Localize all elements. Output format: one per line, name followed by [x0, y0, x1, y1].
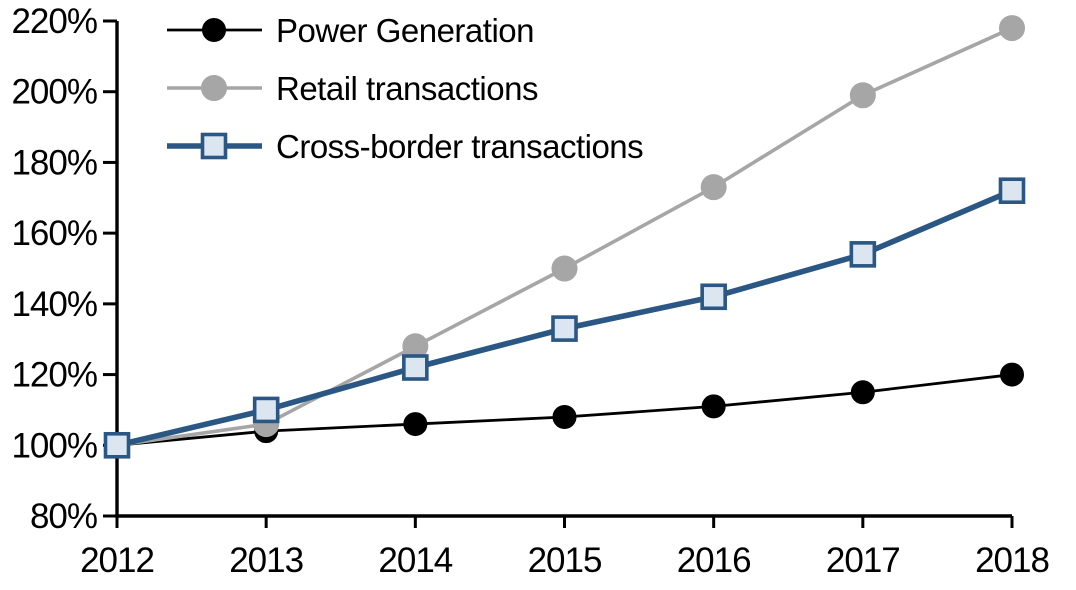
y-axis-tick-label: 180% — [11, 143, 97, 182]
x-axis-tick-label: 2018 — [975, 541, 1049, 580]
data-point-marker — [551, 255, 578, 282]
data-point-marker — [402, 354, 429, 381]
data-point-marker — [252, 396, 280, 424]
legend-label: Retail transactions — [276, 70, 538, 107]
x-axis-tick-label: 2016 — [677, 541, 751, 580]
data-point-marker — [849, 82, 876, 109]
y-axis-tick-label: 200% — [11, 73, 97, 112]
y-axis-tick-label: 120% — [11, 356, 97, 395]
legend-item: Cross-border transactions — [167, 128, 644, 165]
x-axis-tick-label: 2013 — [229, 541, 303, 580]
data-point-marker — [850, 380, 875, 405]
y-axis-tick-label: 100% — [11, 426, 97, 465]
y-axis-tick-label: 220% — [11, 2, 97, 41]
y-axis-tick-label: 160% — [11, 214, 97, 253]
data-point-marker — [849, 241, 877, 268]
legend-label: Cross-border transactions — [276, 128, 643, 165]
data-point-marker — [1000, 362, 1024, 387]
x-axis-tick-label: 2015 — [528, 541, 602, 580]
data-point-marker — [700, 283, 727, 311]
data-point-marker — [103, 431, 131, 459]
series-retail-transactions — [104, 15, 1025, 459]
x-axis-tick-label: 2017 — [826, 541, 900, 580]
y-axis-tick-label: 80% — [30, 497, 97, 536]
legend: Power Generation Retail transactions Cross… — [167, 12, 644, 165]
series-line — [116, 26, 1013, 448]
series-power-generation — [105, 362, 1024, 458]
legend-item: Power Generation — [167, 12, 534, 49]
data-point-marker — [403, 412, 428, 437]
data-point-marker — [998, 177, 1026, 205]
x-axis-tick-label: 2014 — [378, 541, 452, 580]
data-point-marker — [701, 394, 726, 419]
data-point-marker — [999, 15, 1025, 42]
legend-marker — [201, 75, 227, 101]
legend-marker — [200, 132, 228, 160]
series-cross-border-transactions — [103, 177, 1026, 459]
data-point-marker — [551, 315, 578, 342]
x-axis-tick-label: 2012 — [80, 541, 154, 580]
legend-marker — [202, 18, 226, 42]
data-point-marker — [700, 174, 727, 201]
data-point-marker — [552, 405, 577, 429]
legend-label: Power Generation — [276, 12, 534, 49]
legend-item: Retail transactions — [167, 70, 538, 107]
y-axis-tick-label: 140% — [11, 285, 97, 324]
